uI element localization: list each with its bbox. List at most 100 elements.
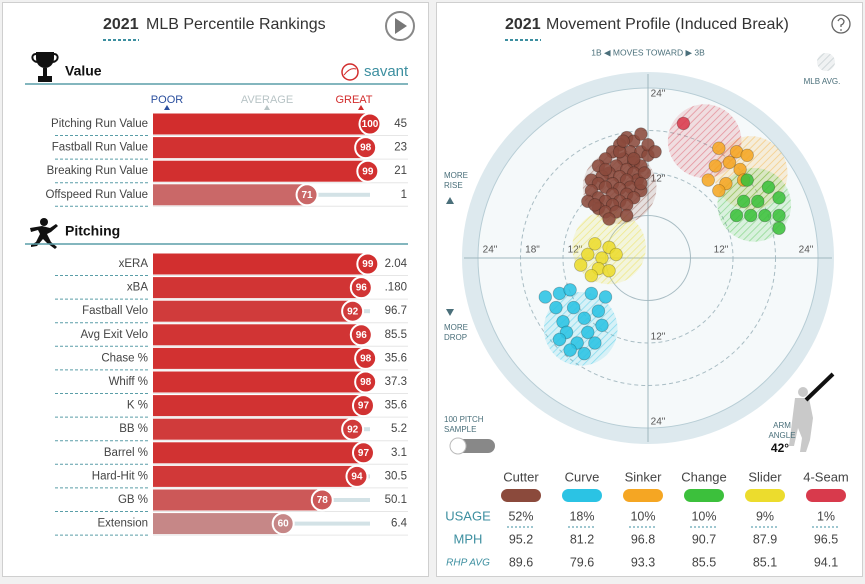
help-button[interactable]: [831, 14, 851, 34]
pitch-point: [538, 290, 552, 304]
pitch-point: [577, 311, 591, 325]
rhp-avg: 93.3: [631, 555, 655, 569]
metric-label: BB %: [119, 423, 148, 435]
direction-label: 1B ◀ MOVES TOWARD ▶ 3B: [591, 47, 705, 57]
percentile-value: 98: [360, 143, 372, 154]
metric-value: 2.04: [385, 258, 408, 270]
usage: 10%: [630, 509, 655, 523]
pitch-point: [634, 127, 648, 141]
percentile-bar: [153, 371, 366, 393]
percentile-bar: [153, 489, 323, 511]
metric-label: K %: [127, 400, 148, 412]
arm-angle-label: ARM: [773, 421, 791, 430]
pitch-swatch: [501, 489, 541, 502]
percentile-bar: [153, 253, 368, 275]
sample-toggle[interactable]: [449, 437, 495, 455]
section-title: Pitching: [65, 223, 120, 239]
percentile-dot: [345, 464, 369, 488]
percentile-bar: [153, 324, 362, 346]
percentile-dot: [341, 299, 365, 323]
scale-marker: [264, 105, 270, 110]
pitch-point: [722, 155, 737, 170]
pitch-point: [648, 145, 662, 159]
percentile-dot: [271, 512, 295, 536]
metric-value: 6.4: [391, 518, 408, 530]
mph: 96.5: [814, 532, 838, 546]
percentile-dot: [295, 183, 319, 207]
metric-label: Hard-Hit %: [92, 470, 148, 482]
metric-value: 35.6: [385, 400, 407, 412]
pitch-point: [563, 343, 577, 357]
percentile-dot: [354, 370, 378, 394]
pitch-point: [627, 152, 641, 166]
year: 2021: [505, 16, 541, 33]
ranking-rows: Pitching Run Value 100 45 Fastball Run Valu…: [45, 112, 408, 536]
pitch-point: [549, 300, 563, 315]
percentile-value: 60: [278, 519, 290, 530]
usage: 9%: [756, 509, 774, 523]
percentile-bar: [153, 513, 284, 535]
percentile-value: 99: [362, 259, 374, 270]
pitch-point: [552, 332, 567, 347]
percentile-dot: [341, 417, 365, 441]
metric-label: GB %: [118, 494, 148, 506]
pitch-point: [595, 318, 609, 332]
pitch-name: Cutter: [503, 469, 539, 484]
rhp-avg: 85.1: [753, 555, 777, 569]
metric-label: Offspeed Run Value: [45, 189, 148, 201]
pitch-point: [676, 116, 691, 131]
pitch-point: [588, 237, 602, 251]
rhp-avg: 89.6: [509, 555, 533, 569]
percentile-bar: [153, 465, 357, 487]
percentile-bar: [153, 418, 353, 440]
pitch-swatch: [562, 489, 602, 502]
ring-label: 24": [651, 89, 666, 100]
pitch-point: [577, 346, 591, 361]
pitch-point: [740, 148, 754, 162]
percentile-dot: [356, 252, 380, 276]
pitch-point: [701, 173, 715, 187]
pitch-name: Change: [681, 469, 727, 484]
percentile-dot: [349, 323, 373, 347]
axis-note: MORE: [444, 171, 468, 180]
ring-label: 24": [799, 245, 814, 256]
savant-logo: [341, 63, 359, 81]
usage: 10%: [691, 509, 716, 523]
pitch-point: [616, 134, 630, 148]
percentile-value: 97: [358, 448, 370, 459]
legend-swatch: [817, 53, 835, 71]
mph: 90.7: [692, 532, 716, 546]
metric-value: 45: [394, 118, 407, 130]
section-title: Value: [65, 63, 102, 79]
axis-note: MORE: [444, 323, 468, 332]
pitch-point: [712, 141, 726, 155]
percentile-value: 92: [347, 306, 359, 317]
movement-plot: 24"12"12"24"24"18"12"12"24": [462, 53, 835, 444]
metric-label: Fastball Velo: [82, 305, 148, 317]
percentile-bar: [153, 300, 353, 322]
pitch-point: [591, 304, 606, 318]
percentile-value: 71: [302, 190, 314, 201]
metric-label: Fastball Run Value: [52, 142, 148, 154]
trophy-icon: [31, 52, 59, 82]
metric-value: 1: [401, 189, 407, 201]
toggle-label: 100 PITCH: [444, 415, 484, 424]
percentile-value: 94: [351, 472, 363, 483]
pitch-point: [744, 208, 758, 223]
metric-value: 3.1: [391, 447, 407, 459]
percentile-bar: [153, 184, 308, 206]
metric-value: 5.2: [391, 423, 407, 435]
row-label: USAGE: [445, 508, 491, 523]
usage: 52%: [508, 509, 533, 523]
toggle-label: SAMPLE: [444, 425, 476, 434]
brand: savant: [364, 63, 409, 80]
pitch-point: [574, 258, 588, 272]
percentile-dot: [351, 441, 375, 465]
metric-label: xBA: [127, 282, 148, 294]
metric-label: xERA: [119, 258, 149, 270]
percentile-bar: [153, 347, 366, 369]
play-button[interactable]: [385, 11, 415, 41]
ring-label: 12": [651, 174, 666, 185]
